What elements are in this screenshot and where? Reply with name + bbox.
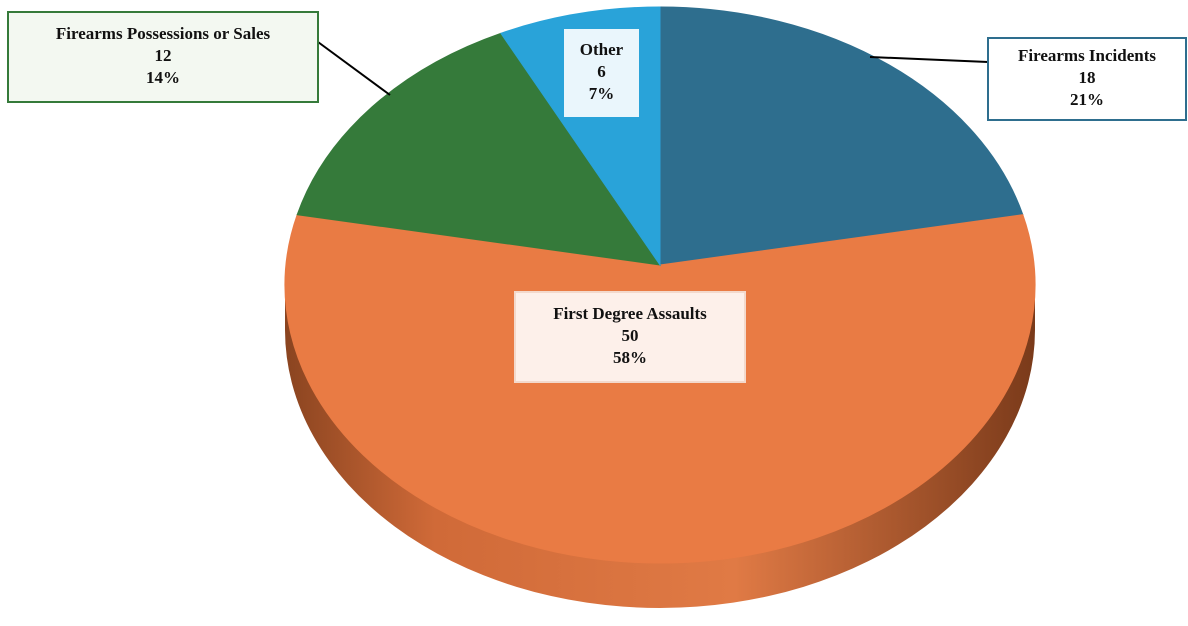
slice-value: 6	[597, 62, 606, 81]
slice-value: 12	[155, 46, 172, 65]
slice-label: First Degree Assaults	[553, 304, 707, 323]
slice-percent: 7%	[589, 84, 615, 103]
pie-slice	[659, 6, 1024, 266]
slice-label: Firearms Incidents	[1018, 46, 1156, 65]
slice-value: 50	[622, 326, 639, 345]
pie-slice	[284, 214, 1036, 564]
label-box	[514, 291, 746, 383]
slice-label: Firearms Possessions or Sales	[56, 24, 271, 43]
label-box	[562, 27, 641, 119]
slice-value: 18	[1079, 68, 1096, 87]
slice-label: Other	[580, 40, 624, 59]
leader-line	[869, 56, 989, 63]
pie-side	[285, 285, 1035, 608]
leader-line	[317, 41, 391, 96]
pie-slice	[296, 32, 662, 266]
slice-percent: 14%	[146, 68, 180, 87]
slice-percent: 58%	[613, 348, 647, 367]
label-box	[7, 11, 319, 103]
slice-percent: 21%	[1070, 90, 1104, 109]
label-box	[987, 37, 1187, 121]
